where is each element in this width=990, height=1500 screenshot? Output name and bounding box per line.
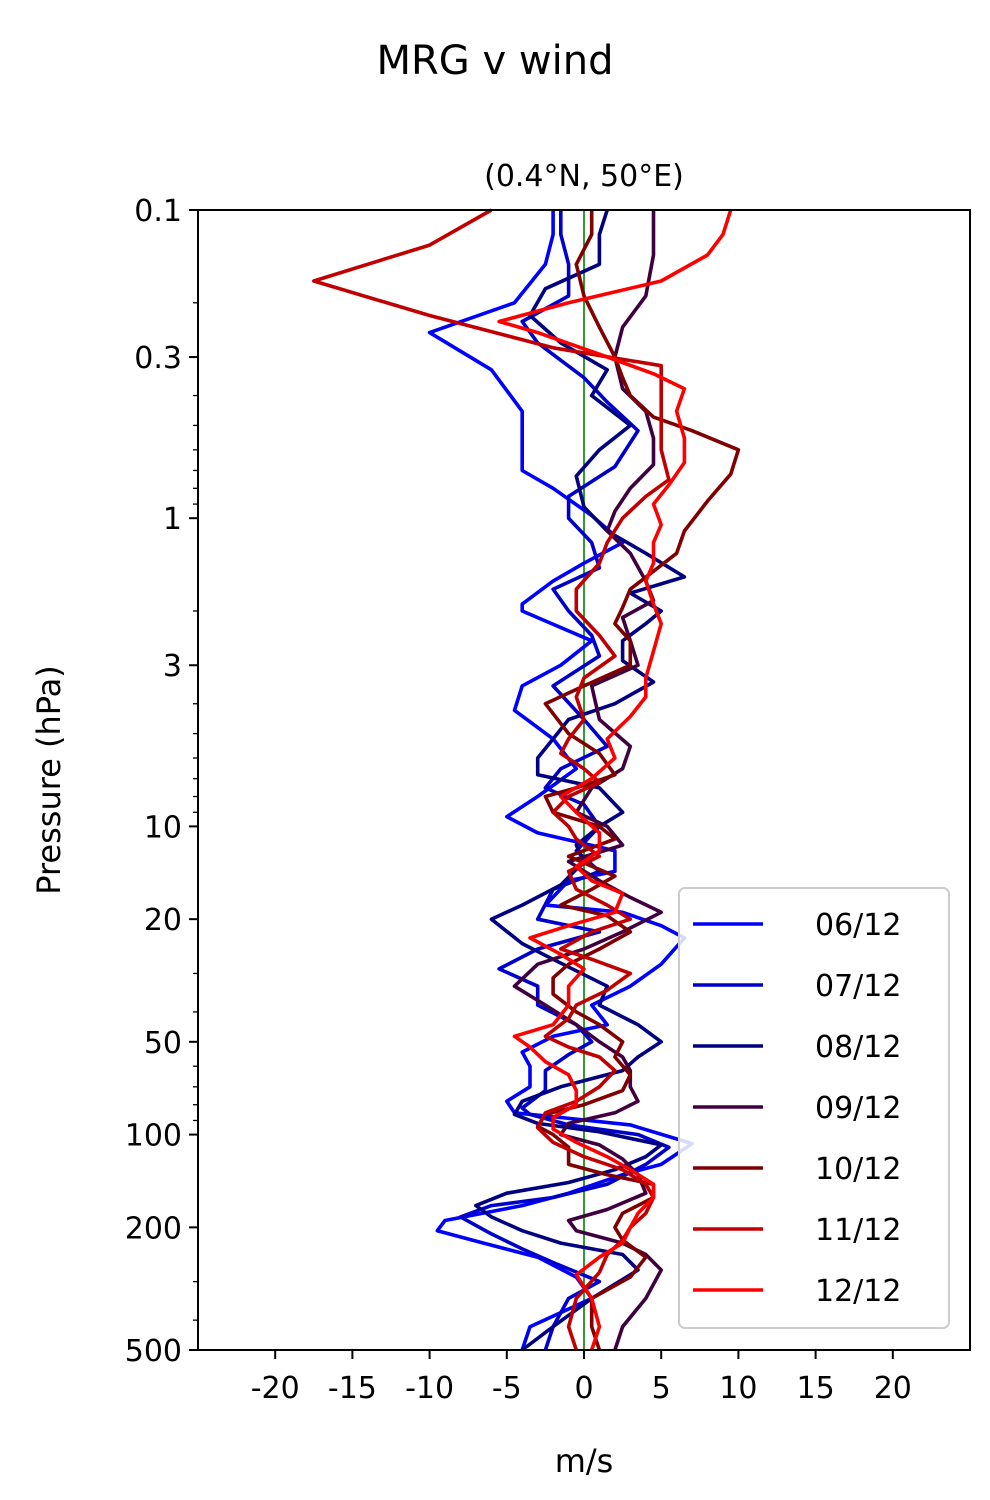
legend-label: 10/12 [815, 1152, 901, 1187]
y-tick-label: 10 [144, 810, 182, 845]
x-tick-label: 0 [574, 1371, 593, 1406]
chart-subtitle: (0.4°N, 50°E) [484, 159, 684, 194]
legend-label: 11/12 [815, 1213, 901, 1248]
y-tick-label: 500 [125, 1334, 182, 1369]
legend-label: 07/12 [815, 969, 901, 1004]
x-tick-label: -15 [328, 1371, 377, 1406]
legend-label: 12/12 [815, 1274, 901, 1309]
legend-box [678, 887, 950, 1329]
y-tick-label: 200 [125, 1211, 182, 1246]
legend-label: 09/12 [815, 1091, 901, 1126]
legend: 06/12 07/12 08/12 09/12 10/12 11/12 12/12 [678, 887, 950, 1329]
y-tick-label: 20 [144, 903, 182, 938]
y-tick-label: 50 [144, 1026, 182, 1061]
series-layer [312, 208, 741, 1352]
x-tick-label: 20 [874, 1371, 912, 1406]
series-line-4 [535, 210, 741, 1351]
series-line-1 [458, 210, 671, 1351]
x-ticks-layer: -20 -15 -10 -5 0 5 10 15 20 [251, 1350, 912, 1406]
y-tick-label: 3 [163, 649, 182, 684]
x-tick-label: -5 [492, 1371, 522, 1406]
x-tick-label: -10 [405, 1371, 454, 1406]
series-line-5 [312, 208, 671, 1351]
legend-label: 06/12 [815, 908, 901, 943]
x-tick-label: 15 [797, 1371, 835, 1406]
y-tick-label: 0.1 [134, 194, 182, 229]
y-tick-label: 1 [163, 502, 182, 537]
chart-title: MRG v wind [377, 38, 614, 84]
y-tick-label: 0.3 [134, 341, 182, 376]
y-axis-label: Pressure (hPa) [30, 665, 68, 895]
x-tick-label: 5 [652, 1371, 671, 1406]
x-tick-label: -20 [251, 1371, 300, 1406]
series-line-6 [497, 209, 733, 1351]
y-ticks-layer: 0.1 0.3 1 3 10 20 50 100 200 500 [125, 194, 198, 1369]
legend-label: 08/12 [815, 1030, 901, 1065]
x-tick-label: 10 [719, 1371, 757, 1406]
y-tick-label: 100 [125, 1119, 182, 1154]
x-axis-label: m/s [555, 1442, 614, 1480]
